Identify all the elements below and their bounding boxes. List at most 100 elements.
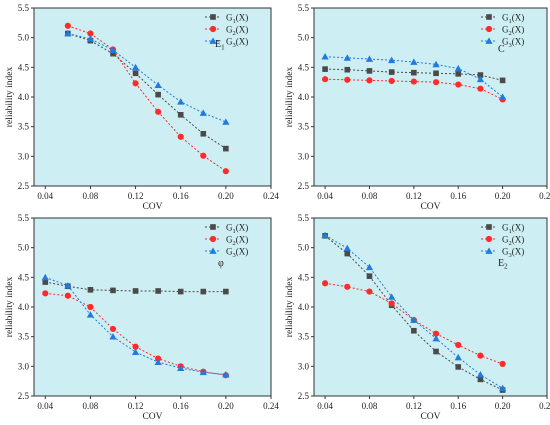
x-tick-label: 0.20 bbox=[495, 191, 511, 201]
data-point bbox=[177, 112, 184, 118]
legend-entry: G1(X) bbox=[502, 13, 524, 26]
data-point bbox=[132, 70, 139, 77]
x-tick-label: 0.16 bbox=[450, 191, 466, 201]
panel-label: E1 bbox=[215, 39, 225, 52]
x-tick-label: 0.08 bbox=[83, 401, 99, 411]
x-tick-label: 0.20 bbox=[495, 401, 511, 411]
y-tick-label: 4.0 bbox=[298, 302, 310, 312]
data-point bbox=[454, 353, 462, 361]
y-tick-label: 2.5 bbox=[298, 181, 310, 191]
series-G3 bbox=[41, 273, 230, 378]
plot-area bbox=[313, 217, 548, 397]
data-point bbox=[322, 66, 328, 72]
data-point bbox=[455, 71, 462, 77]
data-point bbox=[366, 273, 373, 279]
y-tick-label: 3.0 bbox=[18, 361, 30, 371]
data-point bbox=[64, 29, 72, 37]
legend-marker bbox=[486, 224, 492, 230]
y-axis-title: reliability index bbox=[285, 67, 295, 128]
data-point bbox=[109, 46, 117, 54]
x-tick-label: 0.16 bbox=[450, 401, 466, 411]
data-point bbox=[42, 279, 49, 285]
y-tick-label: 4.0 bbox=[18, 302, 30, 312]
series-G3 bbox=[321, 53, 507, 100]
data-point bbox=[365, 263, 374, 271]
x-tick-label: 0.16 bbox=[173, 401, 189, 411]
data-point bbox=[388, 293, 396, 300]
legend-entry: G2(X) bbox=[502, 25, 524, 38]
data-point bbox=[155, 91, 161, 98]
y-tick-label: 3.5 bbox=[18, 332, 30, 342]
data-point bbox=[455, 364, 462, 370]
y-axis-title: reliability index bbox=[5, 277, 15, 338]
y-tick-label: 4.5 bbox=[18, 62, 30, 72]
series-G2 bbox=[321, 76, 506, 103]
data-point bbox=[109, 325, 117, 333]
x-tick-label: 0.12 bbox=[128, 191, 144, 201]
plot-area bbox=[313, 7, 548, 187]
y-tick-label: 3.0 bbox=[298, 361, 310, 371]
data-point bbox=[366, 288, 373, 295]
x-tick-label: 0.04 bbox=[37, 401, 53, 411]
data-point bbox=[321, 76, 329, 83]
series-line bbox=[67, 33, 227, 150]
data-point bbox=[42, 290, 49, 297]
data-point bbox=[199, 109, 207, 116]
x-tick-label: 0.12 bbox=[128, 401, 144, 411]
data-point bbox=[64, 22, 71, 29]
data-point bbox=[200, 152, 207, 159]
data-point bbox=[477, 85, 484, 92]
x-tick-label: 0.04 bbox=[317, 191, 333, 201]
data-point bbox=[110, 287, 116, 294]
series-line bbox=[324, 235, 503, 391]
legend-marker bbox=[209, 37, 217, 44]
y-tick-label: 2.5 bbox=[298, 391, 310, 401]
legend-marker bbox=[209, 235, 217, 243]
data-point bbox=[455, 81, 462, 88]
chart-panel-1: 2.5 3.0 3.5 4.0 4.5 5.0 5.5 0.04 0.08 0.12 0.16 0.2… bbox=[5, 3, 279, 212]
data-point bbox=[86, 311, 95, 318]
legend-entry: G3(X) bbox=[226, 37, 248, 50]
data-point bbox=[222, 168, 229, 175]
y-tick-label: 5.5 bbox=[298, 3, 310, 13]
y-tick-label: 5.0 bbox=[18, 243, 30, 253]
data-point bbox=[87, 303, 94, 311]
data-point bbox=[177, 133, 184, 140]
legend-marker bbox=[485, 37, 493, 44]
data-point bbox=[86, 35, 95, 42]
legend-marker bbox=[210, 224, 216, 230]
data-point bbox=[365, 55, 374, 62]
x-tick-label: 0.24 bbox=[263, 401, 279, 411]
panel-label: φ bbox=[218, 258, 224, 269]
data-point bbox=[132, 80, 139, 87]
data-point bbox=[388, 69, 395, 75]
legend-marker bbox=[486, 14, 492, 20]
data-point bbox=[321, 53, 329, 60]
panel-label: E2 bbox=[498, 258, 508, 271]
x-tick-label: 0.12 bbox=[406, 191, 422, 201]
y-tick-label: 4.5 bbox=[18, 272, 30, 282]
plot-area bbox=[33, 217, 272, 397]
data-point bbox=[388, 300, 395, 307]
y-axis-title: reliability index bbox=[285, 277, 295, 338]
data-point bbox=[499, 93, 507, 100]
data-point bbox=[343, 244, 351, 252]
data-point bbox=[366, 77, 373, 84]
legend-entry: G1(X) bbox=[226, 13, 248, 26]
data-point bbox=[432, 60, 440, 68]
legend-entry: G3(X) bbox=[502, 37, 524, 50]
plot-area bbox=[33, 7, 272, 187]
data-point bbox=[499, 360, 506, 368]
legend-entry: G1(X) bbox=[502, 223, 524, 236]
data-point bbox=[366, 68, 373, 74]
legend-marker bbox=[209, 247, 217, 254]
legend-entry: G2(X) bbox=[226, 235, 248, 248]
series-line bbox=[67, 25, 227, 172]
x-tick-label: 0.12 bbox=[406, 401, 422, 411]
y-tick-label: 5.0 bbox=[298, 33, 310, 43]
data-point bbox=[433, 70, 439, 77]
legend-entry: G2(X) bbox=[502, 235, 524, 248]
data-point bbox=[410, 58, 418, 65]
